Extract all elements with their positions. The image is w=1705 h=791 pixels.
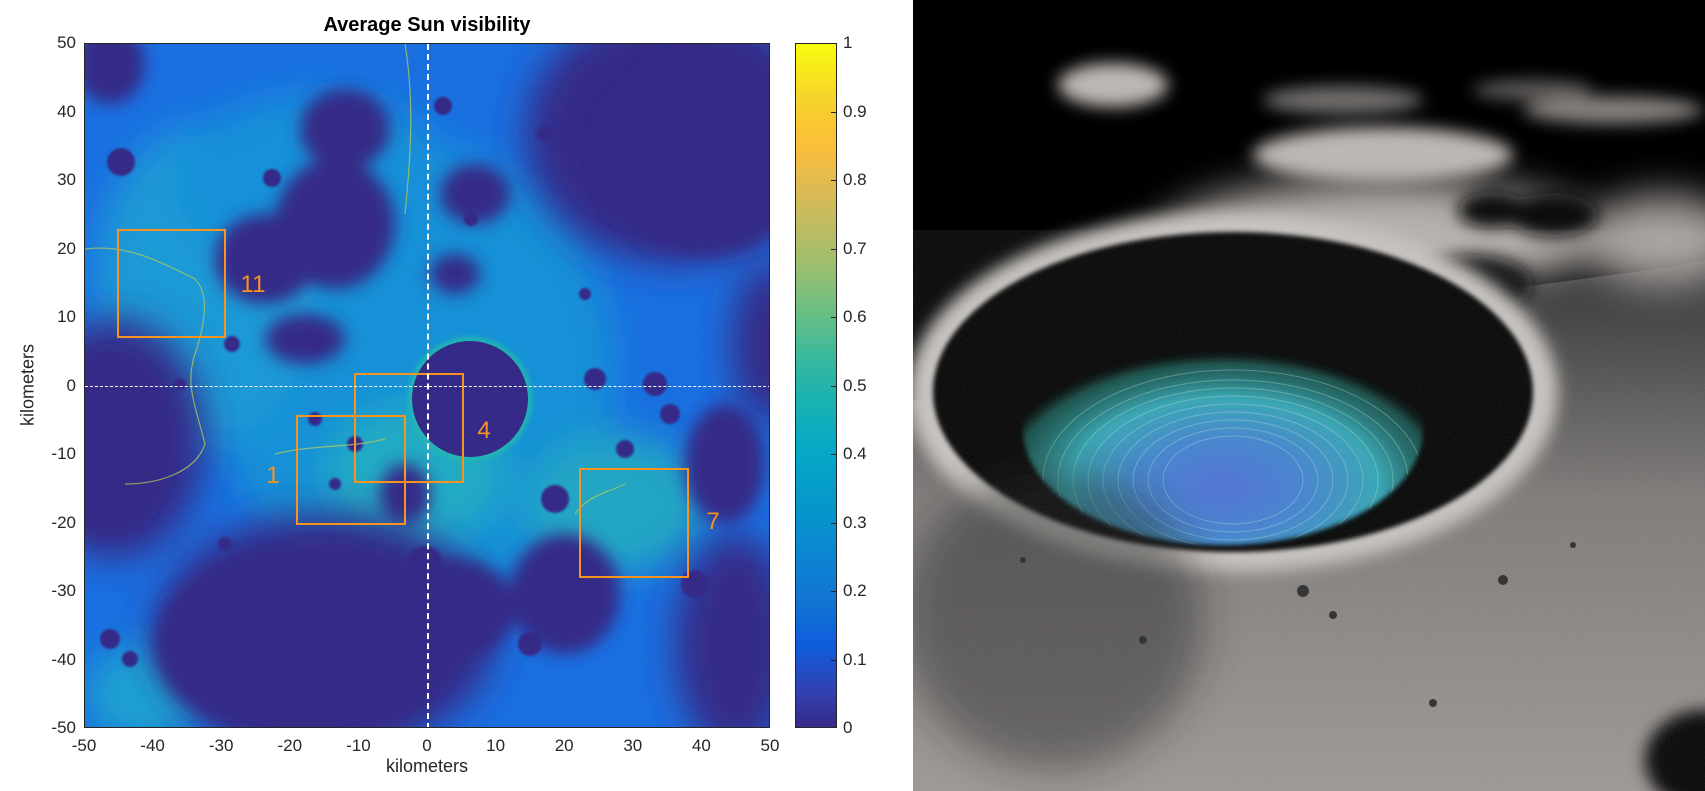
colorbar-tick-mark	[831, 591, 837, 592]
colorbar-tick-label: 0.7	[843, 238, 867, 258]
x-tick-label: -30	[208, 736, 234, 755]
x-tick-label: 40	[691, 736, 711, 755]
y-tick-label: 20	[57, 238, 76, 258]
colorbar-tick-mark	[831, 317, 837, 318]
colorbar-tick-label: 0.9	[843, 101, 867, 121]
colorbar-tick-label: 0.3	[843, 512, 867, 532]
y-tick-label: -40	[51, 649, 76, 669]
y-tick-label: -30	[51, 581, 76, 600]
y-tick-label: 10	[57, 307, 76, 326]
x-tick-label: -50	[71, 736, 97, 755]
roi-box-11	[117, 229, 226, 338]
colorbar-tick-label: 0.4	[843, 444, 867, 463]
roi-box-1	[296, 415, 406, 525]
roi-box-4	[354, 373, 464, 483]
colorbar-tick-label: 0.5	[843, 375, 867, 395]
colorbar-tick-mark	[831, 111, 837, 113]
x-tick-label: 50	[760, 736, 780, 755]
chart-title: Average Sun visibility	[323, 14, 531, 36]
y-tick-label: 50	[57, 33, 76, 52]
lunar-crater-illustration	[913, 0, 1705, 791]
colorbar-tick-label: 0.8	[843, 170, 867, 189]
roi-label-11: 11	[240, 271, 266, 298]
x-tick-label: -10	[346, 736, 371, 755]
crosshair-horizontal	[85, 386, 769, 387]
colorbar-tick-mark	[831, 180, 837, 181]
y-tick-label: -50	[51, 718, 76, 737]
y-tick-label: -20	[51, 512, 76, 532]
x-tick-label: 10	[486, 736, 506, 755]
roi-label-4: 4	[477, 417, 491, 444]
y-tick-label: 0	[66, 375, 76, 395]
x-tick-label: 20	[554, 736, 574, 755]
roi-label-1: 1	[266, 462, 280, 489]
crosshair-vertical	[427, 44, 429, 727]
colorbar-tick-mark	[831, 385, 837, 387]
colorbar-tick-mark	[831, 522, 837, 524]
colorbar-tick-label: 1	[843, 33, 853, 52]
sun-visibility-figure: Average Sun visibility	[17, 14, 867, 776]
roi-label-7: 7	[706, 508, 720, 535]
x-tick-label: 0	[422, 736, 432, 755]
x-axis-label: kilometers	[385, 756, 469, 776]
y-tick-label: -10	[51, 444, 76, 463]
colorbar-tick-label: 0	[843, 718, 853, 737]
colorbar-tick-mark	[831, 454, 837, 455]
y-tick-label: 40	[57, 101, 76, 121]
colorbar-tick-label: 0.2	[843, 581, 867, 600]
y-tick-label: 30	[57, 170, 76, 189]
y-axis-label: kilometers	[17, 343, 38, 427]
colorbar	[795, 43, 837, 728]
colorbar-tick-mark	[831, 659, 837, 661]
x-tick-label: -40	[140, 736, 165, 755]
colorbar-tick-label: 0.6	[843, 307, 867, 326]
colorbar-tick-mark	[831, 248, 837, 250]
x-tick-label: 30	[623, 736, 643, 755]
heatmap-plot-area	[84, 43, 770, 728]
roi-box-7	[579, 468, 689, 578]
crater-rendering-image	[913, 0, 1705, 791]
colorbar-tick-label: 0.1	[843, 649, 867, 669]
sun-visibility-heatmap	[85, 44, 769, 727]
x-tick-label: -20	[277, 736, 303, 755]
